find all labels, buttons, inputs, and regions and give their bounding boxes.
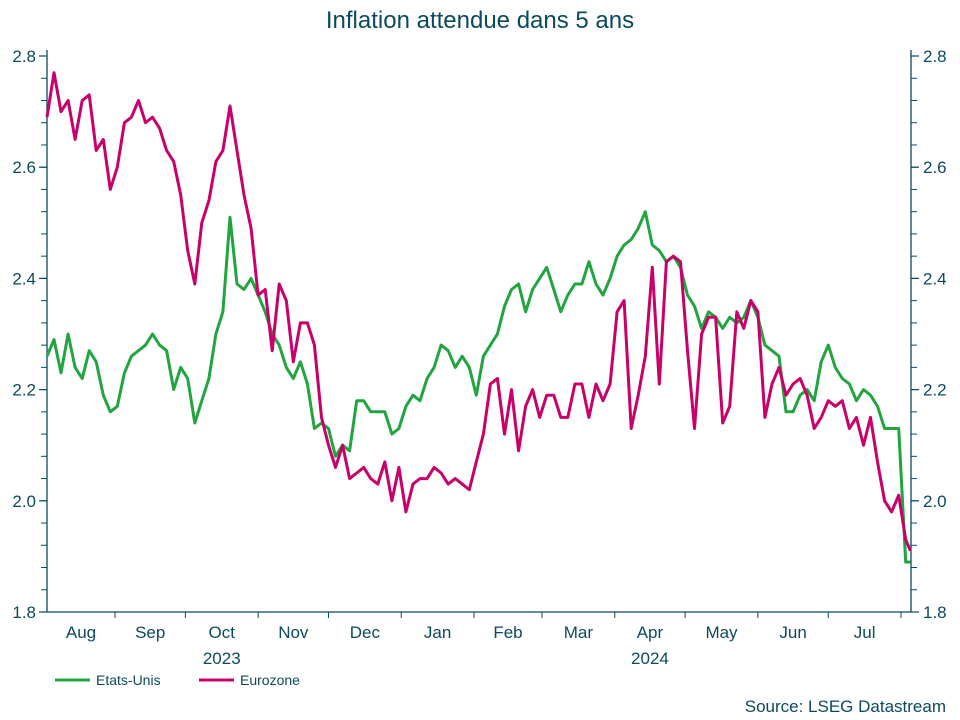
month-label: Oct xyxy=(209,623,236,642)
legend-label-etats-unis: Etats-Unis xyxy=(96,672,161,688)
legend-item-etats-unis: Etats-Unis xyxy=(55,672,161,688)
month-label: Mar xyxy=(564,623,594,642)
axes xyxy=(46,50,912,613)
left-y-tick-label: 2.2 xyxy=(12,381,36,400)
y-ticks: 1.8 1.8 2.0 2.0 2.2 2.2 2.4 2.4 2.6 2.6 2.8 2.8 xyxy=(12,47,946,622)
month-label: Sep xyxy=(135,623,165,642)
legend-label-eurozone: Eurozone xyxy=(240,672,300,688)
left-y-tick-label: 1.8 xyxy=(12,603,36,622)
month-label: Jul xyxy=(854,623,876,642)
source-note: Source: LSEG Datastream xyxy=(745,697,946,716)
series-line-eurozone xyxy=(45,71,912,552)
right-y-tick-label: 2.4 xyxy=(923,269,947,288)
month-label: Apr xyxy=(637,623,664,642)
series-line-etats-unis xyxy=(45,210,911,564)
series-lines xyxy=(45,71,912,564)
year-label: 2024 xyxy=(631,649,669,668)
month-label: Dec xyxy=(350,623,381,642)
left-y-tick-label: 2.0 xyxy=(12,492,36,511)
chart-title: Inflation attendue dans 5 ans xyxy=(326,7,634,34)
month-label: May xyxy=(705,623,738,642)
left-y-tick-label: 2.6 xyxy=(12,158,36,177)
right-y-tick-label: 1.8 xyxy=(923,603,947,622)
right-y-tick-label: 2.6 xyxy=(923,158,947,177)
year-label: 2023 xyxy=(203,649,241,668)
legend: Etats-Unis Eurozone xyxy=(55,672,300,688)
month-label: Jan xyxy=(424,623,451,642)
legend-item-eurozone: Eurozone xyxy=(199,672,300,688)
month-label: Nov xyxy=(278,623,309,642)
month-label: Jun xyxy=(779,623,806,642)
left-y-tick-label: 2.8 xyxy=(12,47,36,66)
left-y-tick-label: 2.4 xyxy=(12,269,36,288)
month-label: Aug xyxy=(66,623,96,642)
right-y-tick-label: 2.8 xyxy=(923,47,947,66)
right-y-tick-label: 2.2 xyxy=(923,381,947,400)
x-ticks: Aug Sep Oct 2023 Nov Dec Jan Feb Mar Apr 2024 May Ju… xyxy=(66,612,902,668)
month-label: Feb xyxy=(493,623,522,642)
right-y-tick-label: 2.0 xyxy=(923,492,947,511)
